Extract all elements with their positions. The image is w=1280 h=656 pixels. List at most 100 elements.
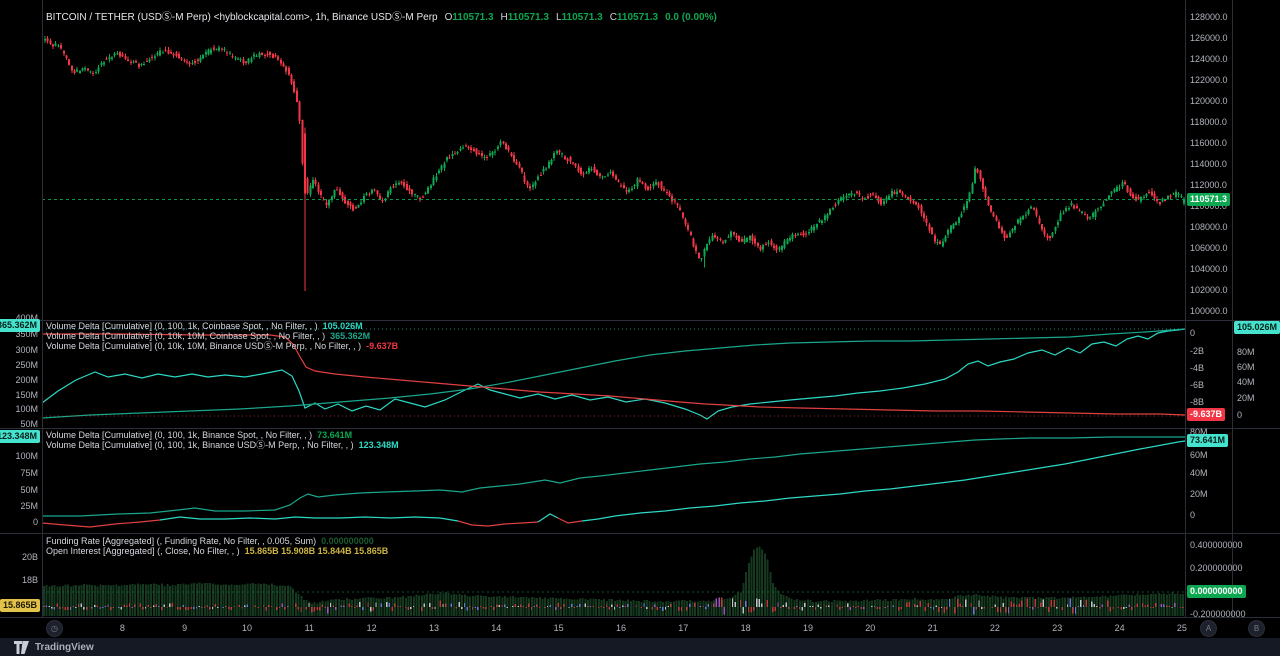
indicator-legend-row[interactable]: Open Interest [Aggregated] (, Close, No …	[46, 546, 389, 556]
scale-tick-label: 75M	[20, 468, 38, 478]
pane-separator[interactable]	[0, 320, 1280, 321]
volume-delta-line[interactable]	[581, 440, 1186, 522]
scale-tick-label: 0.200000000	[1190, 563, 1243, 573]
scale-tick-label: 110000.0	[1190, 201, 1227, 211]
close-label: C110571.3	[609, 12, 659, 23]
scale-tick-label: 20M	[1237, 393, 1255, 403]
pane-separator[interactable]	[0, 428, 1280, 429]
indicator-legend-row[interactable]: Volume Delta [Cumulative] (0, 100, 1k, B…	[46, 440, 399, 450]
scale-tick-label: 104000.0	[1190, 264, 1228, 274]
open-interest-histogram[interactable]	[43, 546, 1184, 616]
scale-tick-label: 300M	[15, 345, 38, 355]
scale-tick-label: 100000.0	[1190, 306, 1228, 316]
volume-delta-line[interactable]	[41, 328, 1186, 419]
time-axis-label: 12	[366, 623, 377, 633]
time-axis-label: 24	[1114, 623, 1125, 633]
high-label: H110571.3	[500, 12, 549, 23]
indicator-value: 365.362M	[330, 331, 371, 341]
symbol-title-row[interactable]: BITCOIN / TETHER (USDⓈ-M Perp) <hyblockc…	[46, 8, 717, 23]
scale-tick-label: 102000.0	[1190, 285, 1228, 295]
scale-tick-label: 128000.0	[1190, 12, 1228, 22]
scale-tick-label: -0.200000000	[1190, 609, 1246, 619]
indicator-value: 73.641M	[317, 430, 353, 440]
volume-delta-line[interactable]	[41, 519, 161, 528]
chart-plot-layer[interactable]	[0, 0, 1280, 638]
scale-tick-label: 18B	[21, 575, 38, 585]
time-axis-label: 21	[927, 623, 938, 633]
close-value: 110571.3	[616, 12, 659, 23]
scale-tick-label: 100M	[15, 451, 38, 461]
time-axis-label: 19	[802, 623, 813, 633]
indicator-legend-row[interactable]: Volume Delta [Cumulative] (0, 100, 1k, B…	[46, 430, 353, 440]
scale-tick-label: 120000.0	[1190, 96, 1228, 106]
scale-tick-label: 40M	[1190, 468, 1208, 478]
volume-delta-line[interactable]	[41, 328, 1186, 420]
last-value-badge: 73.641M	[1187, 434, 1229, 447]
tradingview-brand-text[interactable]: TradingView	[35, 641, 94, 653]
time-axis-label: 14	[491, 623, 502, 633]
pane-separator[interactable]	[0, 533, 1280, 534]
volume-delta-line[interactable]	[537, 513, 559, 523]
last-value-badge: 105.026M	[1234, 321, 1280, 334]
last-value-badge: 15.865B	[0, 599, 40, 612]
volume-delta-line[interactable]	[159, 516, 459, 522]
indicator-legend-row[interactable]: Volume Delta [Cumulative] (0, 10k, 10M, …	[46, 341, 399, 351]
open-value: 110571.3	[452, 12, 494, 23]
scale-tick-label: -6B	[1190, 380, 1205, 390]
scale-tick-label: 400M	[15, 313, 38, 323]
time-axis-label: 9	[182, 623, 188, 633]
indicator-legend-row[interactable]: Funding Rate [Aggregated] (, Funding Rat…	[46, 536, 374, 546]
scale-tick-label: 0	[32, 517, 38, 527]
scale-tick-label: 20B	[21, 552, 38, 562]
volume-delta-line[interactable]	[457, 520, 539, 527]
indicator-value: -9.637B	[366, 341, 399, 351]
timezone-clock-button[interactable]: ◷	[46, 620, 63, 637]
price-scale-toggle-b[interactable]: B	[1248, 620, 1265, 637]
scale-tick-label: -2B	[1190, 346, 1205, 356]
scale-tick-label: 350M	[15, 329, 38, 339]
scale-tick-label: 50M	[20, 419, 38, 429]
scale-tick-label: 60M	[1237, 362, 1255, 372]
symbol-title[interactable]: BITCOIN / TETHER (USDⓈ-M Perp) <hyblockc…	[46, 12, 438, 23]
last-value-badge: 123.348M	[0, 430, 40, 443]
scale-tick-label: 25M	[20, 501, 38, 511]
indicator-legend-row[interactable]: Volume Delta [Cumulative] (0, 100, 1k, C…	[46, 321, 363, 331]
scale-tick-label: 80M	[1190, 427, 1208, 437]
indicator-value: 15.865B 15.908B 15.844B 15.865B	[244, 546, 389, 556]
candles-layer[interactable]	[44, 35, 1185, 292]
scale-tick-label: 0	[1190, 510, 1196, 520]
volume-delta-1-legend: Volume Delta [Cumulative] (0, 100, 1k, C…	[46, 322, 398, 352]
low-label: L110571.3	[555, 12, 603, 23]
time-axis-label: 16	[615, 623, 626, 633]
volume-delta-line[interactable]	[557, 517, 583, 524]
scale-tick-label: 114000.0	[1190, 159, 1227, 169]
time-axis-label: 25	[1176, 623, 1187, 633]
scale-tick-label: 122000.0	[1190, 75, 1228, 85]
time-axis-label: 15	[553, 623, 564, 633]
scale-tick-label: 20M	[1190, 489, 1208, 499]
scale-tick-label: 118000.0	[1190, 117, 1227, 127]
time-axis-label: 10	[241, 623, 252, 633]
scale-tick-label: 40M	[1237, 377, 1255, 387]
volume-delta-line[interactable]	[42, 333, 1186, 416]
scale-tick-label: 0	[1190, 328, 1196, 338]
time-axis-label: 8	[119, 623, 125, 633]
indicator-value: 105.026M	[322, 321, 363, 331]
tradingview-logo-icon[interactable]	[14, 640, 29, 654]
scale-tick-label: 116000.0	[1190, 138, 1227, 148]
time-axis-label: 13	[428, 623, 439, 633]
scale-tick-label: 108000.0	[1190, 222, 1228, 232]
last-value-badge: 0.000000000	[1187, 585, 1246, 598]
volume-delta-line[interactable]	[42, 436, 1185, 517]
scale-tick-label: 0	[1237, 410, 1243, 420]
scale-tick-label: 126000.0	[1190, 33, 1228, 43]
last-value-badge: 365.362M	[0, 319, 40, 332]
time-axis[interactable]	[0, 617, 1280, 639]
scale-tick-label: -4B	[1190, 363, 1205, 373]
time-axis-label: 18	[740, 623, 751, 633]
indicator-legend-row[interactable]: Volume Delta [Cumulative] (0, 10k, 10M, …	[46, 331, 371, 341]
funding-rate-bars[interactable]	[43, 597, 1184, 615]
price-scale-toggle-a[interactable]: A	[1200, 620, 1217, 637]
volume-delta-2-legend: Volume Delta [Cumulative] (0, 100, 1k, B…	[46, 431, 399, 451]
funding-oi-legend: Funding Rate [Aggregated] (, Funding Rat…	[46, 537, 388, 557]
